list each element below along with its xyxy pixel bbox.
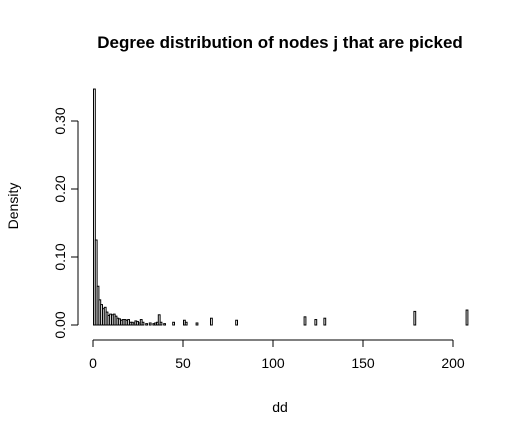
histogram-bar [184,321,188,326]
x-tick-label: 50 [175,355,191,371]
histogram-bar [465,309,469,326]
histogram-bar [235,319,238,326]
histogram-bar [93,88,96,326]
x-axis-label: dd [272,399,288,415]
y-axis: 0.00 0.10 0.20 0.30 [52,107,79,339]
y-tick-label: 0.10 [52,243,68,270]
histogram-bar [163,323,166,326]
bars-group [93,88,469,326]
histogram-bar [195,322,199,326]
x-tick-label: 150 [351,355,375,371]
x-tick-label: 0 [89,355,97,371]
histogram-bar [413,310,417,326]
x-tick-label: 200 [441,355,465,371]
histogram-bar [157,314,161,326]
histogram-bar [210,317,213,326]
x-tick-label: 100 [261,355,285,371]
histogram-bar [314,319,318,326]
histogram-bar [145,323,148,326]
histogram-bar [94,239,98,326]
histogram-bar [172,321,175,326]
y-tick-label: 0.00 [52,311,68,338]
histogram-bar [141,321,145,326]
histogram-bar [159,321,163,326]
y-tick-label: 0.20 [52,175,68,202]
x-axis: 0 50 100 150 200 [89,339,465,371]
histogram-bar [323,317,327,326]
chart-title: Degree distribution of nodes j that are … [97,33,463,52]
histogram-bar [148,322,152,326]
histogram-bar [303,316,307,326]
y-axis-label: Density [5,183,21,230]
y-tick-label: 0.30 [52,107,68,134]
